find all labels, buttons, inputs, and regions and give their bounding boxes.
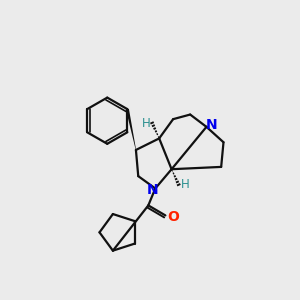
Text: H: H — [142, 116, 150, 130]
Text: N: N — [205, 118, 217, 132]
Text: O: O — [167, 210, 179, 224]
Text: H: H — [180, 178, 189, 191]
Polygon shape — [126, 109, 136, 150]
Text: N: N — [146, 183, 158, 197]
